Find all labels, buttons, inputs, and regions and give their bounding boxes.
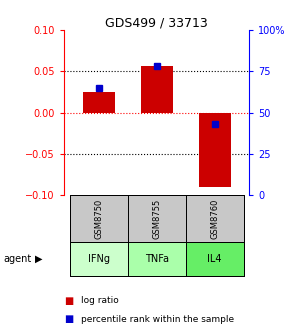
Text: log ratio: log ratio bbox=[81, 296, 119, 305]
Text: GSM8750: GSM8750 bbox=[94, 198, 103, 239]
Title: GDS499 / 33713: GDS499 / 33713 bbox=[105, 16, 208, 29]
Text: IFNg: IFNg bbox=[88, 254, 110, 264]
Text: GSM8760: GSM8760 bbox=[210, 198, 219, 239]
Text: agent: agent bbox=[3, 254, 31, 264]
Text: GSM8755: GSM8755 bbox=[152, 198, 161, 239]
Text: ■: ■ bbox=[64, 314, 73, 324]
Bar bbox=[141, 67, 173, 113]
Bar bbox=[83, 92, 115, 113]
Text: ▶: ▶ bbox=[35, 254, 42, 264]
Text: TNFa: TNFa bbox=[145, 254, 168, 264]
Text: ■: ■ bbox=[64, 296, 73, 306]
Text: percentile rank within the sample: percentile rank within the sample bbox=[81, 315, 234, 324]
Bar bbox=[199, 113, 231, 187]
Text: IL4: IL4 bbox=[207, 254, 222, 264]
